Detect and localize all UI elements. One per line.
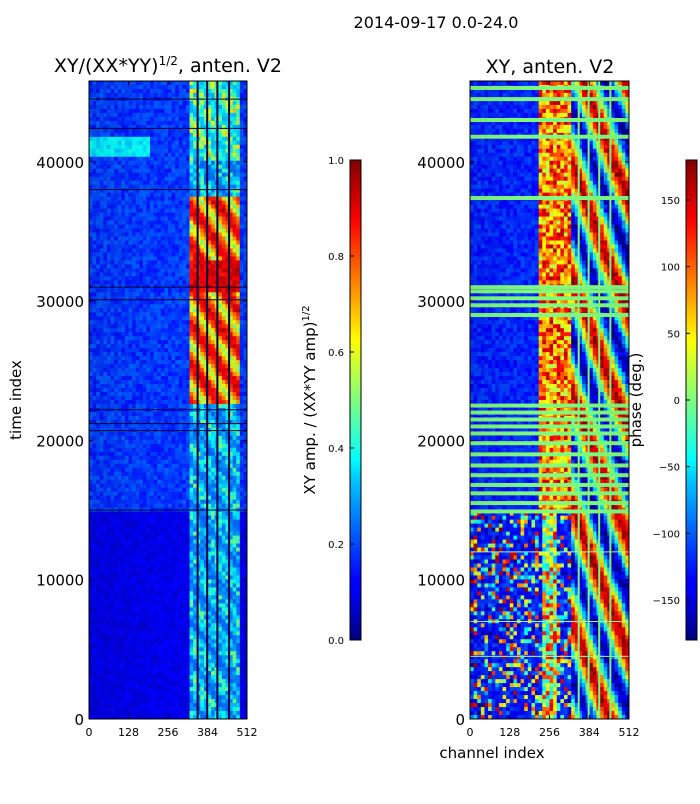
figure-suptitle: 2014-09-17 0.0-24.0 — [354, 13, 519, 32]
phase-cbar-tick-label: −100 — [653, 529, 680, 540]
amplitude-heatmap — [89, 81, 247, 719]
amplitude-xtick-label: 128 — [118, 726, 139, 739]
amplitude-ytick-label: 10000 — [36, 572, 84, 590]
amplitude-cbar-tick-label: 1.0 — [328, 156, 344, 167]
amplitude-cbar-tick-label: 0.6 — [328, 348, 344, 359]
phase-cbar-tick-label: 100 — [661, 263, 680, 274]
phase-xtick-label: 256 — [539, 726, 560, 739]
phase-xtick-label: 384 — [579, 726, 600, 739]
amplitude-xtick-label: 256 — [158, 726, 179, 739]
phase-ytick-label: 10000 — [417, 572, 465, 590]
phase-heatmap — [470, 81, 629, 719]
phase-ytick-label: 30000 — [417, 293, 465, 311]
amplitude-xtick-label: 512 — [237, 726, 258, 739]
phase-ytick-label: 0 — [455, 711, 465, 729]
phase-panel: XY, anten. V2 0 128 256 384 512 0 10000 20000 3… — [417, 56, 697, 762]
amplitude-colorbar — [350, 160, 361, 640]
phase-colorbar-label: phase (deg.) — [627, 353, 645, 448]
amplitude-panel: XY/(XX*YY)1/2, anten. V2 0 128 256 384 512 0… — [7, 54, 361, 739]
amplitude-ytick-label: 0 — [74, 711, 84, 729]
amplitude-ytick-label: 20000 — [36, 432, 84, 450]
amplitude-cbar-tick-label: 0.4 — [328, 444, 344, 455]
amplitude-cbar-tick-label: 0.0 — [328, 636, 344, 647]
amplitude-ytick-label: 40000 — [36, 154, 84, 172]
phase-cbar-tick-label: 0 — [674, 396, 680, 407]
phase-xtick-label: 0 — [467, 726, 474, 739]
phase-cbar-tick-label: −150 — [653, 596, 680, 607]
phase-colorbar-ticks: −150 −100 −50 0 50 100 150 — [653, 196, 690, 607]
amplitude-colorbar-label: XY amp. / (XX*YY amp)1/2 — [301, 305, 319, 494]
phase-cbar-tick-label: 150 — [661, 196, 680, 207]
amplitude-xtick-label: 0 — [86, 726, 93, 739]
amplitude-cbar-tick-label: 0.8 — [328, 252, 344, 263]
amplitude-y-axis-label: time index — [7, 360, 25, 440]
phase-x-axis-label: channel index — [439, 744, 544, 762]
phase-cbar-tick-label: 50 — [667, 329, 680, 340]
phase-ytick-label: 40000 — [417, 154, 465, 172]
phase-xtick-label: 128 — [499, 726, 520, 739]
amplitude-ytick-label: 30000 — [36, 293, 84, 311]
amplitude-xtick-label: 384 — [197, 726, 218, 739]
phase-panel-title: XY, anten. V2 — [486, 56, 615, 78]
amplitude-panel-title: XY/(XX*YY)1/2, anten. V2 — [54, 54, 282, 77]
phase-ytick-label: 20000 — [417, 432, 465, 450]
phase-xtick-label: 512 — [619, 726, 640, 739]
amplitude-cbar-tick-label: 0.2 — [328, 540, 344, 551]
phase-cbar-tick-label: −50 — [659, 463, 680, 474]
